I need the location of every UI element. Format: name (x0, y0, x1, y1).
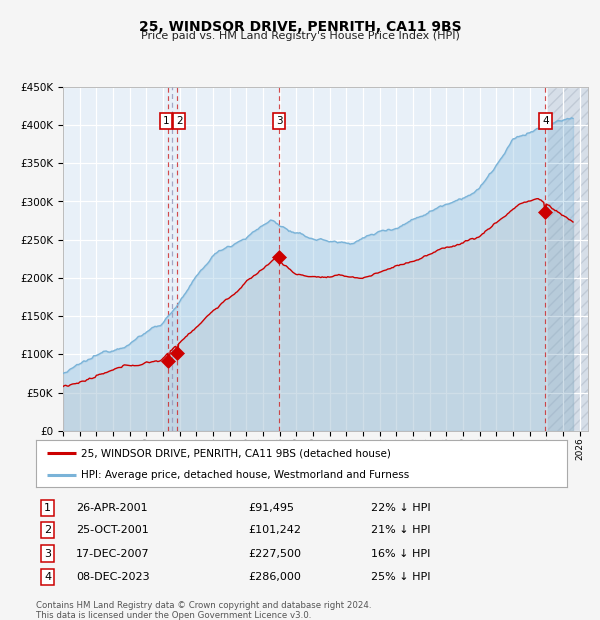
Text: Price paid vs. HM Land Registry's House Price Index (HPI): Price paid vs. HM Land Registry's House … (140, 31, 460, 41)
Text: 2: 2 (176, 116, 182, 126)
Text: Contains HM Land Registry data © Crown copyright and database right 2024.: Contains HM Land Registry data © Crown c… (36, 601, 371, 611)
Text: 3: 3 (275, 116, 283, 126)
Text: 25, WINDSOR DRIVE, PENRITH, CA11 9BS: 25, WINDSOR DRIVE, PENRITH, CA11 9BS (139, 20, 461, 34)
Text: 26-APR-2001: 26-APR-2001 (76, 503, 148, 513)
Text: 17-DEC-2007: 17-DEC-2007 (76, 549, 149, 559)
Text: 4: 4 (44, 572, 51, 582)
Text: 2: 2 (44, 525, 51, 536)
Text: 3: 3 (44, 549, 51, 559)
Text: 16% ↓ HPI: 16% ↓ HPI (371, 549, 430, 559)
Text: 25-OCT-2001: 25-OCT-2001 (76, 525, 149, 536)
Text: 1: 1 (163, 116, 169, 126)
Text: 25, WINDSOR DRIVE, PENRITH, CA11 9BS (detached house): 25, WINDSOR DRIVE, PENRITH, CA11 9BS (de… (81, 448, 391, 458)
Text: 08-DEC-2023: 08-DEC-2023 (76, 572, 149, 582)
Text: £286,000: £286,000 (248, 572, 301, 582)
Bar (548, 87, 588, 431)
Text: £227,500: £227,500 (248, 549, 301, 559)
Text: 25% ↓ HPI: 25% ↓ HPI (371, 572, 430, 582)
Text: 1: 1 (44, 503, 51, 513)
Text: This data is licensed under the Open Government Licence v3.0.: This data is licensed under the Open Gov… (36, 611, 311, 620)
Text: 4: 4 (542, 116, 548, 126)
Text: 22% ↓ HPI: 22% ↓ HPI (371, 503, 430, 513)
Text: 21% ↓ HPI: 21% ↓ HPI (371, 525, 430, 536)
Text: £101,242: £101,242 (248, 525, 301, 536)
Text: £91,495: £91,495 (248, 503, 295, 513)
Text: HPI: Average price, detached house, Westmorland and Furness: HPI: Average price, detached house, West… (81, 470, 409, 480)
